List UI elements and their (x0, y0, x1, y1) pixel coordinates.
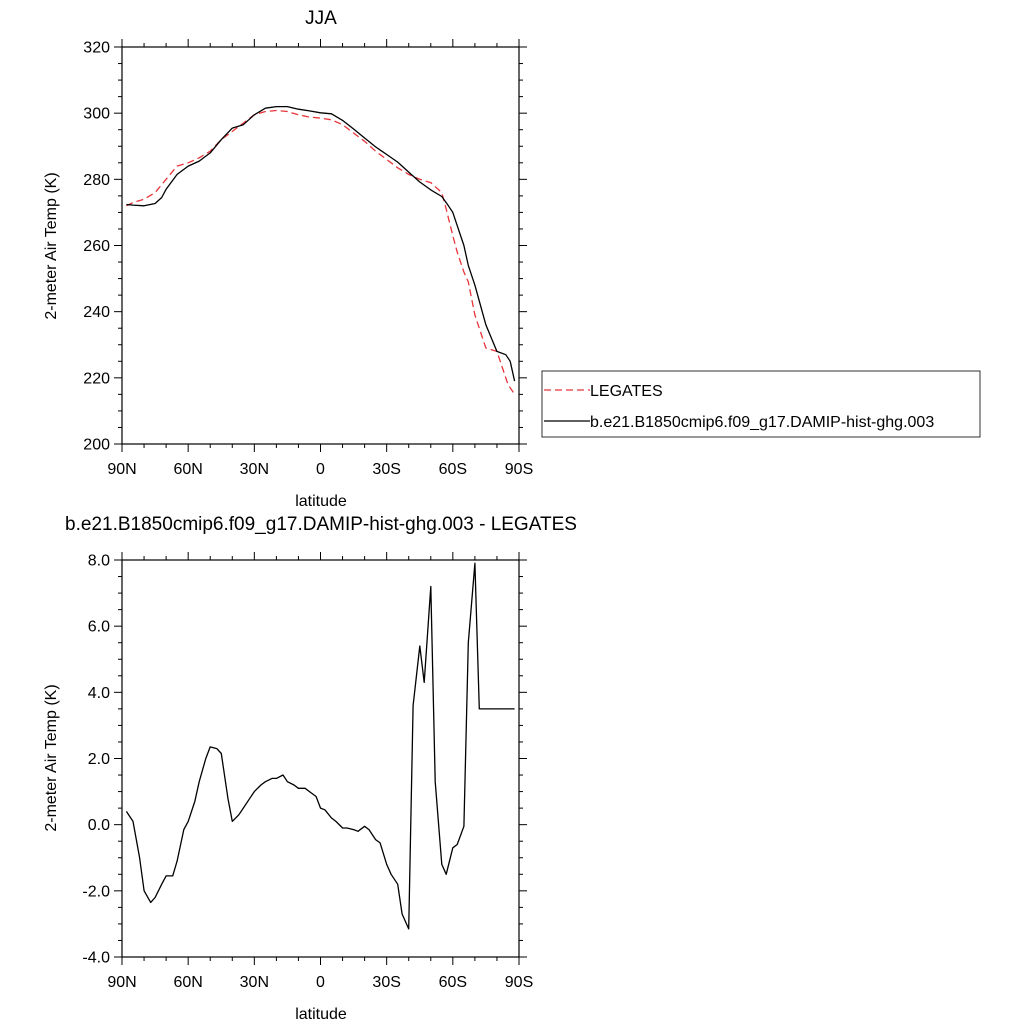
series-line-1 (126, 105, 516, 382)
y-tick-label: 6.0 (88, 619, 110, 636)
y-tick-label: 260 (83, 238, 110, 255)
x-tick-label: 90N (107, 974, 136, 991)
y-tick-label: 200 (83, 437, 110, 454)
y-tick-label: 2.0 (88, 751, 110, 768)
plot-frame (121, 46, 520, 445)
x-tick-label: 60N (173, 974, 202, 991)
y-tick-label: 280 (83, 172, 110, 189)
difference-panel: b.e21.B1850cmip6.f09_g17.DAMIP-hist-ghg.… (43, 514, 577, 1023)
y-tick-label: 4.0 (88, 685, 110, 702)
x-axis-label: latitude (295, 1006, 347, 1023)
y-axis-ticks: 200 220 240 260 280 300 320 (83, 40, 527, 454)
plot-frame (121, 559, 520, 958)
y-tick-label: 320 (83, 40, 110, 57)
y-axis-label: 2-meter Air Temp (K) (43, 684, 60, 831)
series-line-0 (126, 109, 516, 395)
y-tick-label: 220 (83, 370, 110, 387)
y-tick-label: 300 (83, 106, 110, 123)
series-line-0 (125, 562, 515, 930)
legend-label-legates: LEGATES (590, 383, 663, 400)
legend-label-model: b.e21.B1850cmip6.f09_g17.DAMIP-hist-ghg.… (590, 414, 934, 431)
x-tick-label: 90S (505, 461, 533, 478)
x-tick-label: 60S (439, 974, 467, 991)
y-tick-label: 8.0 (88, 553, 110, 570)
y-axis-label: 2-meter Air Temp (K) (43, 172, 60, 319)
x-tick-label: 30S (372, 974, 400, 991)
x-tick-label: 30S (372, 461, 400, 478)
zonal-mean-panel: JJA 200 220 240 260 280 300 320 90N 60N 30N 0 30S 6… (43, 8, 981, 510)
series-lines (125, 562, 515, 930)
legend: LEGATES b.e21.B1850cmip6.f09_g17.DAMIP-h… (541, 370, 981, 438)
legend-box (541, 370, 981, 438)
series-lines (126, 105, 516, 395)
x-axis-ticks: 90N 60N 30N 0 30S 60S 90S (107, 552, 533, 991)
y-tick-label: 0.0 (88, 817, 110, 834)
y-axis-ticks: -4.0 -2.0 0.0 2.0 4.0 6.0 8.0 (82, 553, 527, 967)
x-axis-label: latitude (295, 493, 347, 510)
x-tick-label: 0 (316, 461, 325, 478)
x-tick-label: 60N (173, 461, 202, 478)
x-axis-ticks: 90N 60N 30N 0 30S 60S 90S (107, 39, 533, 478)
y-tick-label: -4.0 (82, 950, 110, 967)
x-tick-label: 60S (439, 461, 467, 478)
x-tick-label: 30N (240, 461, 269, 478)
x-tick-label: 30N (240, 974, 269, 991)
x-tick-label: 90N (107, 461, 136, 478)
chart-title: JJA (305, 8, 337, 29)
chart-title: b.e21.B1850cmip6.f09_g17.DAMIP-hist-ghg.… (65, 514, 577, 535)
y-tick-label: 240 (83, 304, 110, 321)
x-tick-label: 0 (316, 974, 325, 991)
y-tick-label: -2.0 (82, 883, 110, 900)
x-tick-label: 90S (505, 974, 533, 991)
